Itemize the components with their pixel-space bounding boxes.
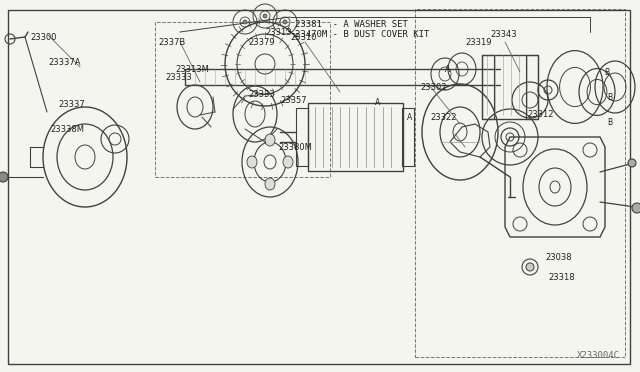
Text: B: B bbox=[607, 118, 612, 126]
Ellipse shape bbox=[283, 156, 293, 168]
Ellipse shape bbox=[526, 263, 534, 271]
Ellipse shape bbox=[265, 134, 275, 146]
Bar bbox=[296, 108, 308, 166]
Text: A: A bbox=[408, 112, 413, 122]
Bar bbox=[482, 55, 538, 119]
Text: 23337A: 23337A bbox=[48, 58, 81, 67]
Text: 23313: 23313 bbox=[265, 28, 292, 36]
Ellipse shape bbox=[0, 172, 8, 182]
Text: B: B bbox=[607, 93, 612, 102]
Ellipse shape bbox=[283, 20, 287, 24]
Text: 23038: 23038 bbox=[545, 253, 572, 262]
Ellipse shape bbox=[265, 178, 275, 190]
Text: 23312: 23312 bbox=[527, 109, 554, 119]
Bar bbox=[415, 9, 625, 357]
Text: 23333: 23333 bbox=[248, 90, 275, 99]
Text: 23357: 23357 bbox=[280, 96, 307, 105]
Text: 23343: 23343 bbox=[490, 29, 516, 38]
Text: X233004C: X233004C bbox=[577, 351, 620, 360]
Bar bbox=[526, 55, 538, 119]
Ellipse shape bbox=[628, 159, 636, 167]
Ellipse shape bbox=[263, 14, 267, 18]
Text: 23470M - B DUST COVER KIT: 23470M - B DUST COVER KIT bbox=[295, 29, 429, 38]
Text: 23302: 23302 bbox=[420, 83, 447, 92]
Text: 23381  - A WASHER SET: 23381 - A WASHER SET bbox=[295, 19, 408, 29]
Text: 2337B: 2337B bbox=[158, 38, 185, 46]
Text: 23319: 23319 bbox=[465, 38, 492, 46]
Bar bbox=[308, 103, 403, 171]
Text: 23333: 23333 bbox=[165, 73, 192, 81]
Ellipse shape bbox=[632, 203, 640, 213]
Text: A: A bbox=[445, 64, 451, 74]
Bar bbox=[402, 108, 414, 166]
Text: 23337: 23337 bbox=[58, 99, 84, 109]
Text: 23379: 23379 bbox=[248, 38, 275, 46]
Text: 23380M: 23380M bbox=[278, 142, 312, 151]
Ellipse shape bbox=[247, 156, 257, 168]
Text: 23310: 23310 bbox=[290, 32, 317, 42]
Text: 23318: 23318 bbox=[548, 273, 575, 282]
Text: 23338M: 23338M bbox=[50, 125, 84, 134]
Text: A: A bbox=[376, 97, 381, 106]
Text: B: B bbox=[604, 67, 609, 77]
Text: 23322: 23322 bbox=[430, 112, 456, 122]
Text: 23300: 23300 bbox=[30, 32, 56, 42]
Text: 23313M: 23313M bbox=[175, 64, 209, 74]
Bar bbox=[155, 22, 330, 177]
Bar bbox=[482, 55, 494, 119]
Ellipse shape bbox=[243, 20, 247, 24]
